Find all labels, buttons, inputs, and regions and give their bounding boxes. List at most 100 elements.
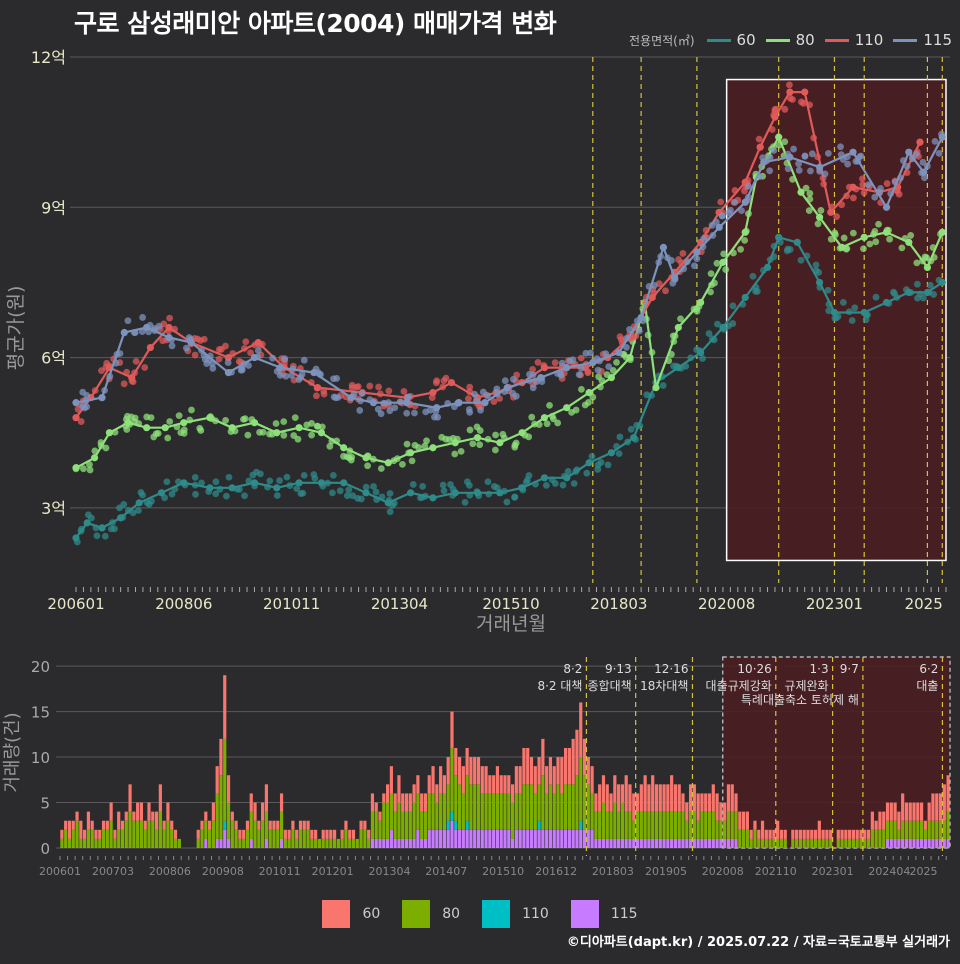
volume-bar-60	[71, 820, 75, 830]
price-point-110	[534, 358, 542, 366]
price-vertex-60	[860, 308, 868, 317]
price-point-115	[509, 389, 517, 397]
volume-bar-80	[154, 829, 159, 848]
volume-bar-80	[435, 802, 439, 830]
volume-bar-60	[931, 793, 935, 821]
volume-bar-80	[912, 820, 916, 839]
volume-bar-60	[83, 829, 87, 839]
volume-bar-80	[779, 838, 784, 848]
price-point-60	[343, 492, 351, 500]
volume-bar-60	[507, 775, 511, 794]
volume-bar-110	[454, 820, 458, 830]
price-point-60	[212, 478, 220, 486]
price-vertex-110	[447, 379, 456, 387]
price-xtick-label: 200601	[47, 595, 104, 613]
volume-bar-80	[393, 811, 397, 839]
volume-bar-115	[431, 829, 435, 848]
price-point-60	[597, 458, 605, 466]
volume-bar-110	[446, 820, 450, 830]
price-point-110	[366, 382, 374, 390]
price-point-110	[77, 418, 85, 425]
volume-bar-60	[681, 793, 685, 812]
price-point-80	[595, 373, 603, 381]
price-point-80	[722, 266, 730, 273]
price-vertex-110	[314, 384, 322, 392]
volume-bar-80	[465, 775, 469, 821]
volume-bar-60	[215, 766, 219, 794]
volume-bar-80	[571, 784, 575, 830]
volume-bar-115	[613, 838, 617, 848]
volume-bar-115	[700, 838, 704, 848]
volume-xtick-label: 201905	[645, 865, 687, 878]
price-vertex-60	[98, 524, 106, 532]
policy-text-label: 8·2 대책	[537, 678, 582, 693]
price-vertex-80	[228, 424, 236, 432]
volume-bar-115	[507, 829, 511, 848]
price-point-80	[814, 220, 822, 228]
price-point-60	[370, 483, 377, 490]
price-point-60	[583, 469, 591, 477]
volume-bar-80	[821, 838, 825, 848]
price-point-60	[273, 492, 281, 499]
price-point-110	[529, 365, 536, 373]
volume-bar-115	[503, 829, 507, 848]
volume-bar-60	[851, 829, 856, 839]
price-point-115	[298, 370, 306, 378]
price-point-60	[525, 472, 533, 479]
volume-bar-60	[367, 829, 371, 839]
price-vertex-80	[384, 459, 392, 467]
volume-bar-115	[223, 829, 227, 848]
volume-bar-60	[166, 802, 170, 821]
volume-bar-80	[696, 820, 700, 839]
price-vertex-110	[756, 143, 764, 151]
volume-bar-80	[404, 811, 409, 839]
price-vertex-115	[815, 163, 824, 171]
volume-bar-80	[162, 829, 166, 848]
policy-text-label: 대출	[916, 679, 938, 693]
volume-bar-60	[938, 793, 943, 821]
price-vertex-60	[563, 474, 571, 482]
volume-bar-60	[408, 793, 412, 812]
price-point-60	[386, 490, 394, 497]
volume-bar-60	[560, 757, 564, 794]
volume-bar-80	[355, 838, 359, 848]
volume-bar-80	[71, 829, 75, 848]
price-vertex-80	[340, 444, 348, 452]
price-vertex-115	[72, 399, 80, 407]
volume-bar-80	[897, 829, 901, 839]
volume-bar-115	[533, 829, 537, 848]
price-point-115	[124, 317, 132, 325]
price-vertex-80	[250, 419, 259, 427]
volume-bar-60	[98, 829, 102, 839]
volume-bar-115	[609, 838, 613, 848]
volume-bar-80	[488, 793, 492, 830]
volume-swatch-110	[482, 900, 511, 928]
policy-text-label: 대출규제강화	[706, 679, 772, 693]
volume-bar-60	[261, 802, 265, 821]
source-footer: ©디아파트(dapt.kr) / 2025.07.22 / 자료=국토교통부 실…	[566, 935, 950, 950]
volume-bar-80	[749, 838, 753, 848]
volume-bar-60	[688, 784, 693, 812]
volume-swatch-80	[402, 900, 431, 928]
policy-text-label: 18차대책	[640, 678, 688, 693]
volume-bar-115	[711, 838, 715, 848]
volume-bar-60	[412, 784, 416, 803]
volume-bar-115	[647, 838, 651, 848]
price-xtick-label: 202301	[806, 595, 863, 613]
volume-bar-80	[499, 793, 503, 830]
volume-bar-80	[279, 811, 284, 839]
volume-bar-115	[420, 838, 424, 848]
volume-bar-115	[564, 829, 568, 848]
volume-bar-80	[723, 820, 727, 839]
price-vertex-80	[719, 258, 727, 266]
volume-bar-60	[370, 793, 375, 812]
volume-bar-115	[897, 838, 901, 848]
volume-bar-60	[94, 829, 98, 839]
volume-bar-60	[306, 820, 310, 830]
volume-bar-80	[734, 811, 738, 839]
volume-bar-80	[113, 838, 117, 848]
price-point-80	[572, 406, 580, 414]
volume-bar-60	[598, 784, 602, 812]
volume-bar-115	[226, 838, 231, 848]
price-point-115	[558, 359, 566, 367]
